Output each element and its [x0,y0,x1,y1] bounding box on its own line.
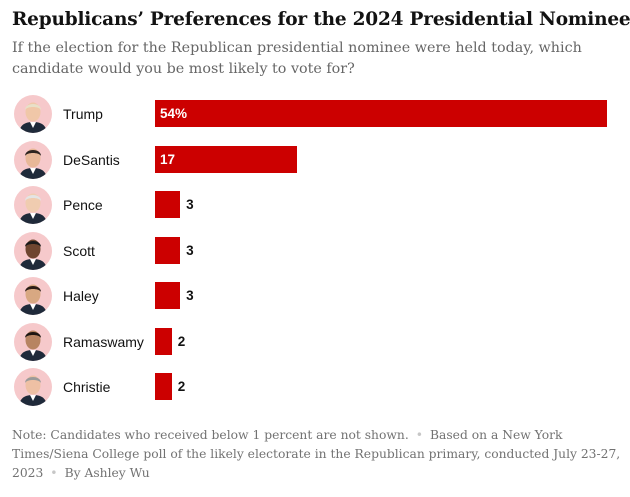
category-label: DeSantis [63,151,120,168]
category-label: Pence [63,197,103,213]
bar [155,191,181,218]
data-label: 54% [160,106,188,121]
candidate-photo [14,95,52,133]
data-label: 3 [186,197,194,212]
category-label: Trump [63,106,103,122]
data-label: 2 [177,333,186,349]
candidate-photo [14,277,52,315]
category-label: Christie [63,379,111,395]
bar-row: DeSantis 17 [0,138,630,182]
candidate-photo [14,368,52,406]
candidate-photo [14,140,52,179]
candidate-photo [14,231,52,270]
bar [155,236,181,264]
candidate-photo [14,186,52,224]
bar [155,100,607,127]
source-text: Based on a New York Times/Siena College … [12,428,621,480]
bar-row: Pence 3 [0,183,630,227]
bar [155,373,172,400]
note-text: Note: Candidates who received below 1 pe… [12,428,409,442]
bar-row: Haley 3 [0,274,630,318]
category-label: Haley [63,288,99,304]
category-label: Ramaswamy [63,333,144,350]
bar-row: Christie 2 [0,365,630,409]
candidate-photo [14,322,52,361]
chart-title: Republicans’ Preferences for the 2024 Pr… [12,9,630,30]
bar [155,145,298,173]
chart-subtitle: If the election for the Republican presi… [12,40,582,77]
bar-row: Ramaswamy 2 [0,320,630,364]
separator-dot: • [50,466,58,480]
data-label: 3 [186,288,194,303]
bar [155,327,172,355]
bar-row: Scott 3 [0,229,630,273]
chart-note: Note: Candidates who received below 1 pe… [12,426,624,483]
bar-row: Trump 54% [0,92,630,136]
separator-dot: • [415,428,423,442]
data-label: 3 [186,242,194,258]
category-label: Scott [63,242,95,259]
data-label: 17 [160,151,176,167]
bar-chart: Trump 54% DeSantis 17 Pence 3 Scott 3 Haley 3 Rama… [0,92,630,414]
bar [155,282,181,309]
byline-text: By Ashley Wu [64,466,150,480]
data-label: 2 [177,379,186,394]
